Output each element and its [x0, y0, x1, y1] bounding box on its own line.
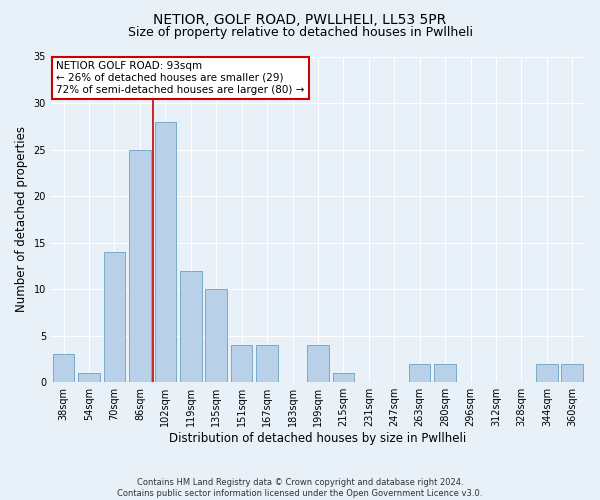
Bar: [53, 354, 74, 382]
Bar: [409, 364, 430, 382]
Bar: [434, 364, 456, 382]
Text: Contains HM Land Registry data © Crown copyright and database right 2024.
Contai: Contains HM Land Registry data © Crown c…: [118, 478, 482, 498]
Bar: [155, 122, 176, 382]
Bar: [562, 364, 583, 382]
Bar: [104, 252, 125, 382]
Text: Size of property relative to detached houses in Pwllheli: Size of property relative to detached ho…: [128, 26, 473, 39]
Bar: [332, 373, 354, 382]
Bar: [78, 373, 100, 382]
Text: NETIOR GOLF ROAD: 93sqm
← 26% of detached houses are smaller (29)
72% of semi-de: NETIOR GOLF ROAD: 93sqm ← 26% of detache…: [56, 62, 305, 94]
Bar: [536, 364, 557, 382]
Bar: [307, 345, 329, 382]
Y-axis label: Number of detached properties: Number of detached properties: [15, 126, 28, 312]
Bar: [205, 289, 227, 382]
Bar: [180, 270, 202, 382]
Bar: [129, 150, 151, 382]
Text: NETIOR, GOLF ROAD, PWLLHELI, LL53 5PR: NETIOR, GOLF ROAD, PWLLHELI, LL53 5PR: [154, 12, 446, 26]
X-axis label: Distribution of detached houses by size in Pwllheli: Distribution of detached houses by size …: [169, 432, 467, 445]
Bar: [256, 345, 278, 382]
Bar: [231, 345, 253, 382]
